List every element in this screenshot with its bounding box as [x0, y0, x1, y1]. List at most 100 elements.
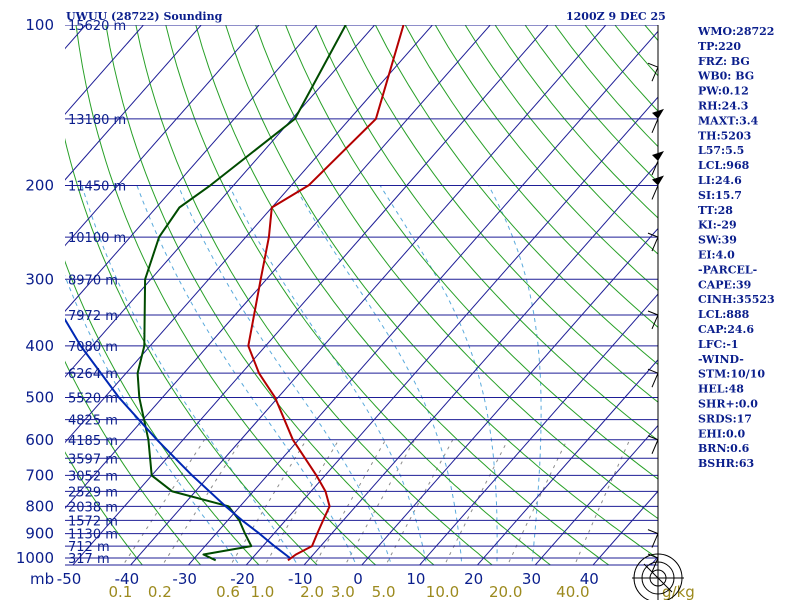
sounding-index-text: TH:5203 — [698, 129, 751, 142]
wind-barb — [651, 175, 664, 200]
height-level-label: 317 m — [68, 552, 110, 567]
wind-barb — [647, 529, 659, 548]
pressure-tick-label: 200 — [25, 176, 54, 194]
mixing-ratio-label: 2.0 — [300, 583, 324, 600]
isotherm-line — [245, 96, 658, 565]
sounding-index-text: WMO:28722 — [697, 25, 774, 38]
isotherm-line — [476, 359, 658, 565]
isotherm-line — [592, 490, 658, 565]
temperature-tick-label: -30 — [172, 570, 197, 588]
sounding-index-text: LCL:888 — [698, 308, 750, 321]
wind-barb — [651, 151, 664, 176]
dry-adiabat-line — [195, 25, 610, 565]
isotherm-line — [65, 25, 260, 247]
pressure-tick-label: 100 — [25, 16, 54, 34]
sounding-index-text: FRZ: BG — [698, 55, 750, 68]
isotherm-line — [187, 30, 658, 565]
isotherm-line — [0, 1, 49, 580]
moist-adiabat-line — [379, 185, 498, 565]
dry-adiabat-line — [554, 25, 658, 148]
mixing-ratio-line — [574, 439, 631, 565]
sounding-index-text: CAP:24.6 — [698, 323, 754, 336]
dry-adiabat-line — [464, 25, 658, 255]
mixing-ratio-label: 0.1 — [109, 583, 133, 600]
temperature-tick-label: 20 — [464, 570, 483, 588]
moist-adiabat-line — [65, 274, 241, 565]
temperature-tick-label: -50 — [57, 570, 82, 588]
isotherm-line — [65, 25, 491, 509]
mixing-ratio-label: 40.0 — [556, 583, 589, 600]
pressure-tick-label: 700 — [25, 466, 54, 484]
mixing-ratio-line — [313, 439, 387, 565]
sounding-index-text: BRN:0.6 — [698, 442, 750, 455]
isotherm-line — [303, 162, 658, 565]
wind-barb — [647, 232, 659, 252]
isotherm-line — [72, 25, 549, 565]
sounding-index-text: EI:4.0 — [698, 249, 735, 262]
moist-adiabat-line — [488, 185, 542, 565]
temperature-tick-label: 40 — [580, 570, 599, 588]
height-level-label: 5520 m — [68, 392, 118, 407]
dry-adiabat-line — [404, 25, 658, 328]
sounding-index-text: HEL:48 — [698, 383, 744, 396]
sounding-index-text: KI:-29 — [698, 219, 737, 232]
observation-time: 1200Z 9 DEC 25 — [566, 10, 666, 23]
mixing-ratio-line — [444, 439, 509, 565]
pressure-tick-label: 500 — [25, 389, 54, 407]
sounding-index-text: CAPE:39 — [698, 278, 751, 291]
dry-adiabat-line — [65, 360, 202, 565]
pressure-tick-label: 1000 — [16, 549, 54, 567]
height-level-label: 7972 m — [68, 309, 118, 324]
mixing-ratio-line — [230, 439, 307, 565]
dry-adiabat-line — [255, 25, 658, 520]
sounding-index-text: TP:220 — [698, 40, 741, 53]
moist-adiabat-line — [81, 185, 299, 565]
pressure-tick-label: 400 — [25, 337, 54, 355]
dry-adiabat-line — [65, 137, 318, 565]
mixing-ratio-label: 1.0 — [250, 583, 274, 600]
mixing-ratio-label: 20.0 — [489, 583, 522, 600]
mixing-ratio-label: 3.0 — [331, 583, 355, 600]
height-level-label: 1130 m — [68, 528, 118, 543]
isotherm-line — [361, 227, 658, 565]
moist-adiabat-line — [228, 185, 428, 565]
sounding-index-text: LI:24.6 — [698, 174, 742, 187]
dry-adiabat-line — [494, 25, 658, 219]
sounding-index-text: SRDS:17 — [698, 412, 752, 425]
mixing-ratio-line — [385, 439, 454, 565]
wind-barb — [647, 435, 659, 454]
height-level-label: 10100 m — [68, 231, 126, 246]
sounding-index-text: WB0: BG — [697, 70, 754, 83]
isotherm-line — [534, 424, 658, 565]
mixing-ratio-line — [264, 439, 340, 565]
pressure-tick-label: 800 — [25, 497, 54, 515]
sounding-index-text: -WIND- — [698, 353, 744, 366]
mixing-ratio-label: 10.0 — [426, 583, 459, 600]
moist-adiabat-line — [177, 185, 392, 565]
sounding-index-text: SI:15.7 — [698, 189, 742, 202]
dry-adiabat-line — [314, 25, 658, 441]
sounding-index-text: SHR+:0.0 — [698, 398, 758, 411]
wind-barb — [651, 108, 664, 134]
mixing-ratio-label: 5.0 — [372, 583, 396, 600]
x-axis-label: mb — [30, 570, 54, 588]
moist-adiabat-line — [136, 185, 357, 565]
sounding-index-text: PW:0.12 — [698, 85, 749, 98]
sounding-index-text: EHI:0.0 — [698, 427, 745, 440]
sounding-index-text: BSHR:63 — [698, 457, 754, 470]
isotherm-line — [65, 25, 376, 378]
dry-adiabat-line — [374, 25, 658, 366]
dry-adiabat-line — [135, 25, 493, 565]
pressure-tick-label: 600 — [25, 431, 54, 449]
pressure-tick-label: 900 — [25, 525, 54, 543]
sounding-index-text: STM:10/10 — [698, 368, 765, 381]
sounding-index-text: RH:24.3 — [698, 100, 748, 113]
dewpoint-profile-line — [136, 25, 347, 562]
mixing-ratio-line — [507, 439, 568, 565]
height-level-label: 13180 m — [68, 113, 126, 128]
isotherm-line — [418, 293, 658, 565]
station-title: UWUU (28722) Sounding — [66, 10, 223, 23]
isotherm-line — [129, 25, 607, 565]
